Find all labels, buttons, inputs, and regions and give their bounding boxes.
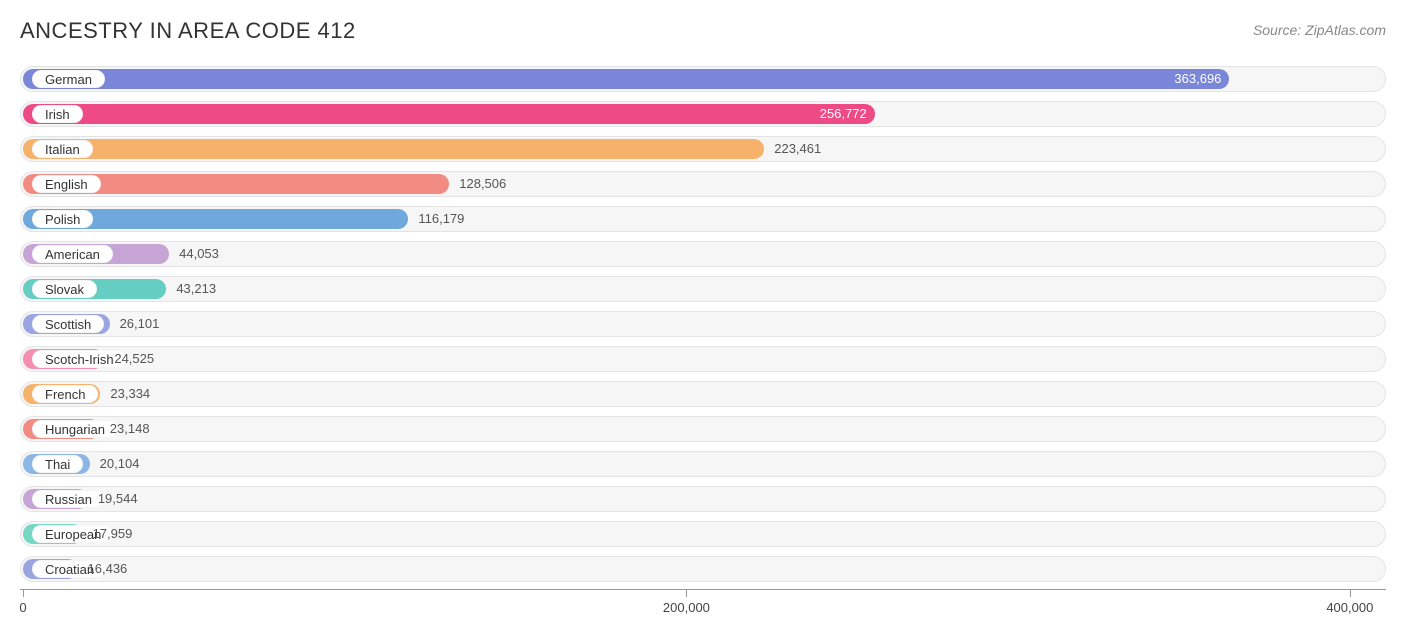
- axis-tick-label: 200,000: [663, 600, 710, 615]
- bar-value-label: 24,525: [114, 351, 154, 366]
- bar-category-label: English: [32, 175, 101, 193]
- bar-track: [20, 521, 1386, 547]
- bar-row: Slovak 43,213: [20, 274, 1386, 305]
- ancestry-bar-chart: German 363,696 Irish 256,772 Italian 223,461 E…: [20, 64, 1386, 619]
- bar-row: Scottish 26,101: [20, 309, 1386, 340]
- bar-category-label: German: [32, 70, 105, 88]
- chart-title: ANCESTRY IN AREA CODE 412: [20, 18, 356, 44]
- bar-row: Polish 116,179: [20, 204, 1386, 235]
- bar-value-label: 256,772: [820, 106, 867, 121]
- bar-value-label: 43,213: [176, 281, 216, 296]
- bar-row: English 128,506: [20, 169, 1386, 200]
- bar-row: American 44,053: [20, 239, 1386, 270]
- bar-value-label: 23,148: [110, 421, 150, 436]
- bar-value-label: 363,696: [1174, 71, 1221, 86]
- bar-track: [20, 381, 1386, 407]
- axis-tick-label: 0: [19, 600, 26, 615]
- bar-value-label: 16,436: [88, 561, 128, 576]
- bar-row: Russian19,544: [20, 484, 1386, 515]
- bar-category-label: Italian: [32, 140, 93, 158]
- bar-value-label: 19,544: [98, 491, 138, 506]
- bar-value-label: 223,461: [774, 141, 821, 156]
- bar-track: [20, 556, 1386, 582]
- axis-tick: [686, 589, 687, 597]
- bar-category-label: Scottish: [32, 315, 104, 333]
- bar-fill: [23, 139, 764, 159]
- bar-value-label: 128,506: [459, 176, 506, 191]
- bar-row: Italian 223,461: [20, 134, 1386, 165]
- bar-track: [20, 346, 1386, 372]
- bar-row: European17,959: [20, 519, 1386, 550]
- bar-track: [20, 311, 1386, 337]
- bar-track: [20, 416, 1386, 442]
- bar-category-label: Irish: [32, 105, 83, 123]
- bar-category-label: French: [32, 385, 98, 403]
- axis-tick-label: 400,000: [1326, 600, 1373, 615]
- bar-row: French 23,334: [20, 379, 1386, 410]
- axis-tick: [23, 589, 24, 597]
- bar-track: [20, 241, 1386, 267]
- bar-category-label: Hungarian: [32, 420, 118, 438]
- x-axis: 0 200,000 400,000: [20, 589, 1386, 619]
- bar-fill: [23, 104, 875, 124]
- bar-fill: [23, 69, 1229, 89]
- bar-category-label: Polish: [32, 210, 93, 228]
- bar-track: [20, 486, 1386, 512]
- bar-value-label: 44,053: [179, 246, 219, 261]
- bar-value-label: 20,104: [100, 456, 140, 471]
- bar-row: Croatian16,436: [20, 554, 1386, 585]
- bar-value-label: 116,179: [418, 211, 464, 226]
- axis-tick: [1350, 589, 1351, 597]
- bar-row: Thai 20,104: [20, 449, 1386, 480]
- bar-category-label: American: [32, 245, 113, 263]
- bar-row: German 363,696: [20, 64, 1386, 95]
- bar-row: Scotch-Irish24,525: [20, 344, 1386, 375]
- bar-track: [20, 451, 1386, 477]
- bar-row: Irish 256,772: [20, 99, 1386, 130]
- bar-category-label: Thai: [32, 455, 83, 473]
- bar-value-label: 23,334: [110, 386, 150, 401]
- bar-category-label: Scotch-Irish: [32, 350, 127, 368]
- bar-value-label: 17,959: [93, 526, 133, 541]
- bar-value-label: 26,101: [120, 316, 160, 331]
- bar-row: Hungarian23,148: [20, 414, 1386, 445]
- bar-category-label: Russian: [32, 490, 105, 508]
- bar-category-label: Slovak: [32, 280, 97, 298]
- bar-track: [20, 276, 1386, 302]
- source-attribution: Source: ZipAtlas.com: [1253, 18, 1386, 38]
